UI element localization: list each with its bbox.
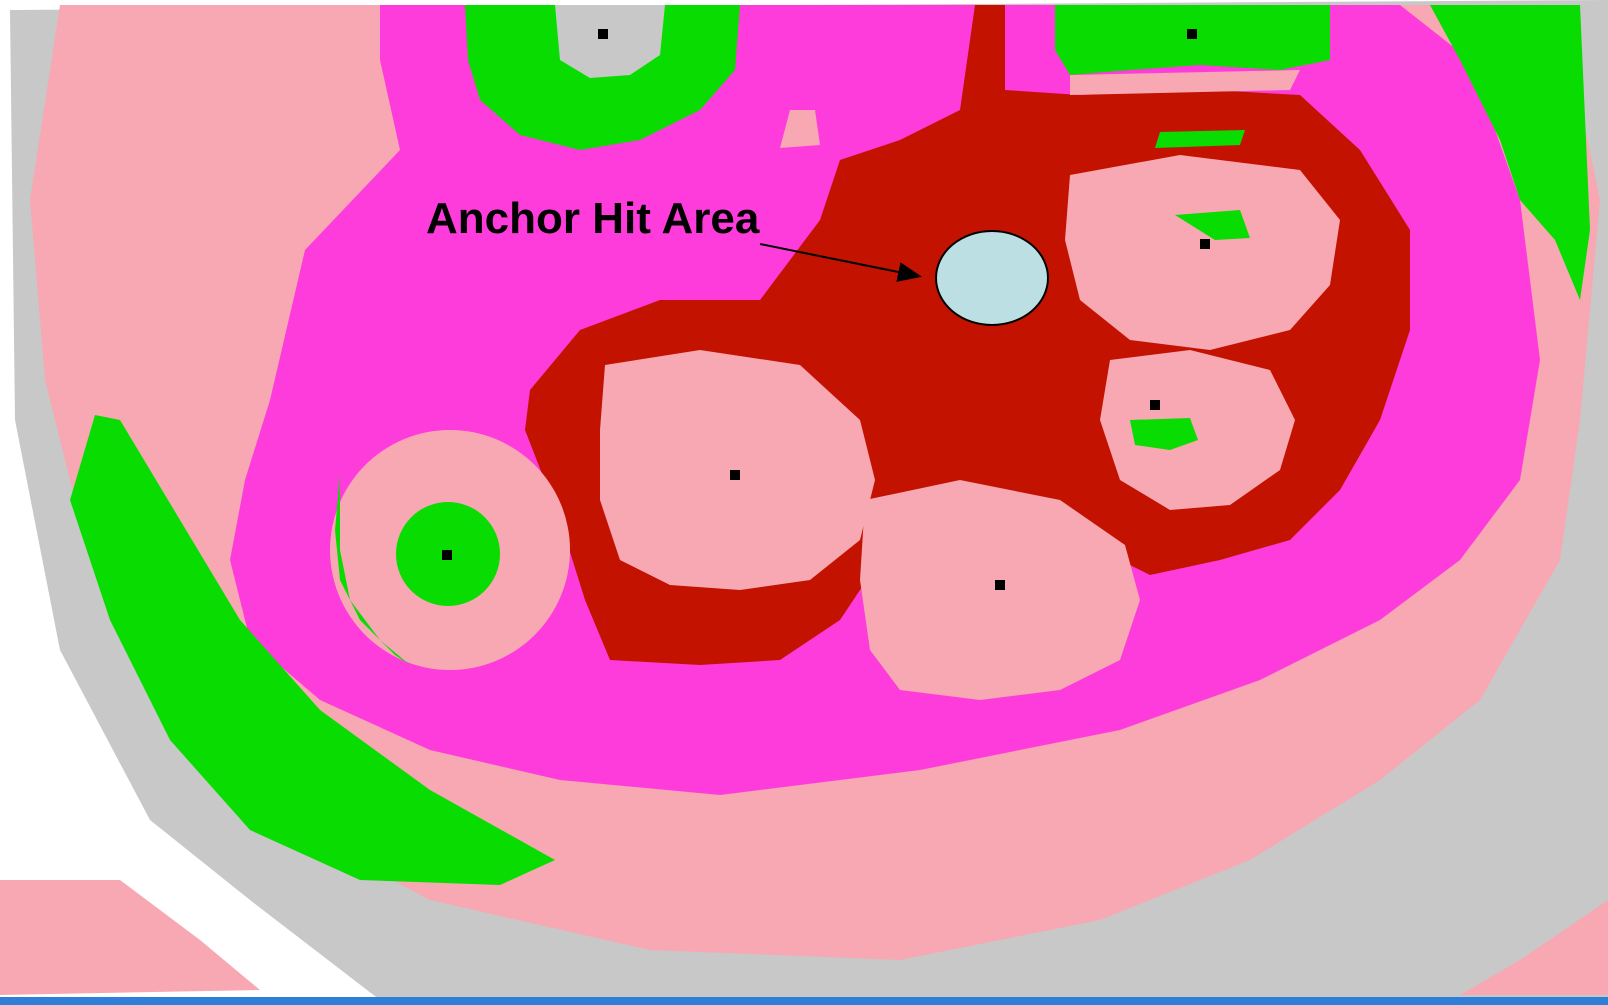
site-marker xyxy=(598,29,608,39)
light-pink-disc-right-upper xyxy=(1065,155,1340,350)
green-patch-right-top xyxy=(1155,130,1245,148)
site-marker xyxy=(1200,239,1210,249)
light-pink-patch-upper xyxy=(780,110,820,148)
site-marker xyxy=(730,470,740,480)
site-marker xyxy=(995,580,1005,590)
site-marker xyxy=(1187,29,1197,39)
bottom-bar xyxy=(0,997,1608,1005)
green-region-top-right xyxy=(1430,5,1590,300)
anchor-hit-area[interactable] xyxy=(935,230,1049,326)
bottom-right-light-pink xyxy=(1460,900,1608,995)
green-region-top-center xyxy=(1055,5,1330,75)
gray-disc-top-left xyxy=(555,5,665,78)
green-region-top-left xyxy=(465,5,740,150)
light-pink-strip-top-center xyxy=(1070,70,1300,95)
site-marker xyxy=(442,550,452,560)
bottom-left-light-pink xyxy=(0,880,260,995)
annotation-arrow xyxy=(759,243,922,282)
annotation-label: Anchor Hit Area xyxy=(426,194,760,243)
green-patch-right-lower xyxy=(1130,418,1198,450)
green-patch-right-upper xyxy=(1175,210,1250,240)
light-pink-disc-right-lower xyxy=(1100,350,1295,510)
green-region-left-arc xyxy=(70,415,555,885)
site-marker xyxy=(1150,400,1160,410)
